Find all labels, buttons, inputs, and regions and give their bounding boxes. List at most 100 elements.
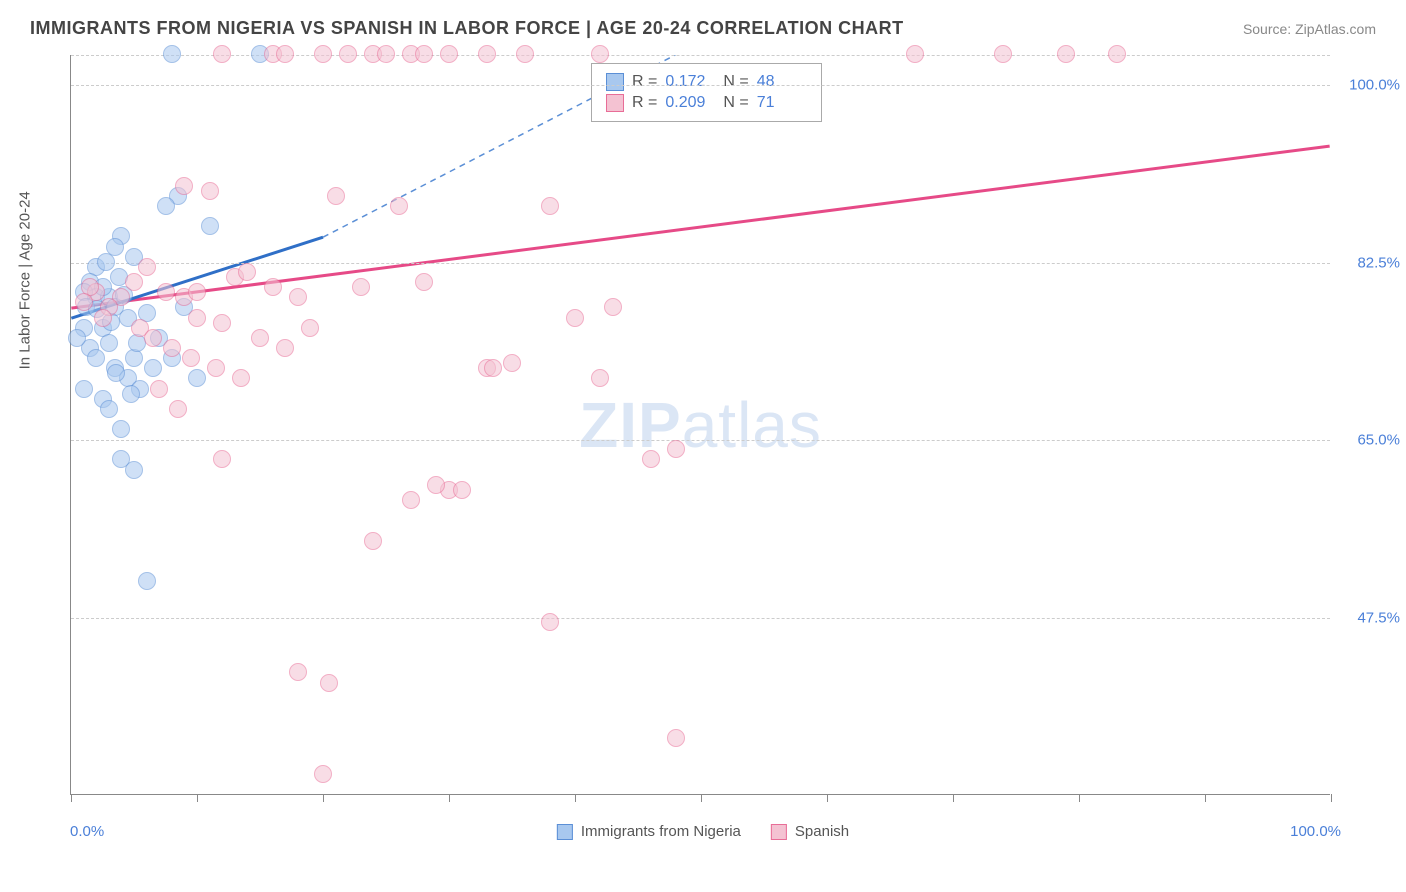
x-tick	[1331, 794, 1332, 802]
data-point-spanish	[516, 45, 534, 63]
x-tick	[1079, 794, 1080, 802]
stat-r-value-spanish: 0.209	[665, 94, 715, 112]
gridline	[71, 618, 1330, 619]
data-point-spanish	[427, 476, 445, 494]
data-point-spanish	[667, 440, 685, 458]
data-point-spanish	[402, 491, 420, 509]
data-point-spanish	[453, 481, 471, 499]
data-point-nigeria	[75, 380, 93, 398]
data-point-spanish	[566, 309, 584, 327]
data-point-spanish	[182, 349, 200, 367]
data-point-spanish	[276, 339, 294, 357]
data-point-spanish	[289, 288, 307, 306]
data-point-spanish	[138, 258, 156, 276]
data-point-spanish	[264, 278, 282, 296]
data-point-spanish	[352, 278, 370, 296]
stat-n-value-nigeria: 48	[757, 73, 807, 91]
data-point-spanish	[144, 329, 162, 347]
stats-legend-box: R =0.172N =48R =0.209N =71	[591, 63, 822, 122]
plot-area: ZIPatlas R =0.172N =48R =0.209N =71 47.5…	[70, 55, 1330, 795]
x-tick	[323, 794, 324, 802]
legend-label-spanish: Spanish	[795, 823, 849, 840]
data-point-nigeria	[128, 334, 146, 352]
data-point-spanish	[213, 450, 231, 468]
x-axis-max-label: 100.0%	[1290, 823, 1341, 840]
data-point-spanish	[175, 177, 193, 195]
data-point-nigeria	[122, 385, 140, 403]
data-point-nigeria	[138, 572, 156, 590]
data-point-spanish	[94, 309, 112, 327]
watermark: ZIPatlas	[579, 388, 822, 462]
data-point-spanish	[642, 450, 660, 468]
x-tick	[71, 794, 72, 802]
data-point-nigeria	[163, 45, 181, 63]
data-point-spanish	[125, 273, 143, 291]
stat-n-value-spanish: 71	[757, 94, 807, 112]
x-tick	[1205, 794, 1206, 802]
data-point-spanish	[591, 369, 609, 387]
data-point-spanish	[377, 45, 395, 63]
data-point-spanish	[276, 45, 294, 63]
data-point-spanish	[440, 45, 458, 63]
data-point-spanish	[207, 359, 225, 377]
x-axis-min-label: 0.0%	[70, 823, 104, 840]
data-point-spanish	[213, 45, 231, 63]
x-tick	[953, 794, 954, 802]
trend-lines-layer	[71, 55, 1330, 794]
data-point-spanish	[390, 197, 408, 215]
data-point-nigeria	[201, 217, 219, 235]
data-point-nigeria	[112, 420, 130, 438]
data-point-spanish	[201, 182, 219, 200]
stat-r-label: R =	[632, 73, 657, 91]
legend-item-spanish: Spanish	[771, 823, 849, 840]
data-point-spanish	[994, 45, 1012, 63]
data-point-spanish	[157, 283, 175, 301]
data-point-nigeria	[125, 461, 143, 479]
data-point-spanish	[188, 309, 206, 327]
data-point-spanish	[314, 765, 332, 783]
stat-n-label: N =	[723, 73, 748, 91]
data-point-spanish	[213, 314, 231, 332]
data-point-spanish	[415, 273, 433, 291]
data-point-spanish	[364, 532, 382, 550]
swatch-nigeria	[606, 73, 624, 91]
legend-label-nigeria: Immigrants from Nigeria	[581, 823, 741, 840]
legend-item-nigeria: Immigrants from Nigeria	[557, 823, 741, 840]
data-point-spanish	[188, 283, 206, 301]
data-point-spanish	[320, 674, 338, 692]
data-point-spanish	[75, 293, 93, 311]
stats-row-spanish: R = 0.209 N = 71	[606, 94, 807, 112]
x-tick	[701, 794, 702, 802]
data-point-nigeria	[68, 329, 86, 347]
y-tick-label: 100.0%	[1340, 77, 1400, 94]
swatch-spanish	[606, 94, 624, 112]
stat-n-label: N =	[723, 94, 748, 112]
x-tick	[827, 794, 828, 802]
legend-swatch-nigeria	[557, 824, 573, 840]
data-point-nigeria	[97, 253, 115, 271]
stat-r-label: R =	[632, 94, 657, 112]
data-point-spanish	[503, 354, 521, 372]
data-point-spanish	[327, 187, 345, 205]
data-point-nigeria	[100, 400, 118, 418]
y-tick-label: 47.5%	[1340, 609, 1400, 626]
data-point-nigeria	[125, 349, 143, 367]
data-point-spanish	[301, 319, 319, 337]
x-tick	[575, 794, 576, 802]
data-point-spanish	[1057, 45, 1075, 63]
gridline	[71, 263, 1330, 264]
data-point-spanish	[604, 298, 622, 316]
data-point-nigeria	[87, 349, 105, 367]
legend-swatch-spanish	[771, 824, 787, 840]
bottom-legend: Immigrants from Nigeria Spanish	[557, 823, 849, 840]
y-tick-label: 82.5%	[1340, 254, 1400, 271]
data-point-spanish	[1108, 45, 1126, 63]
data-point-spanish	[541, 197, 559, 215]
x-tick	[197, 794, 198, 802]
data-point-spanish	[314, 45, 332, 63]
data-point-spanish	[415, 45, 433, 63]
data-point-nigeria	[100, 334, 118, 352]
data-point-spanish	[906, 45, 924, 63]
gridline	[71, 440, 1330, 441]
data-point-nigeria	[188, 369, 206, 387]
